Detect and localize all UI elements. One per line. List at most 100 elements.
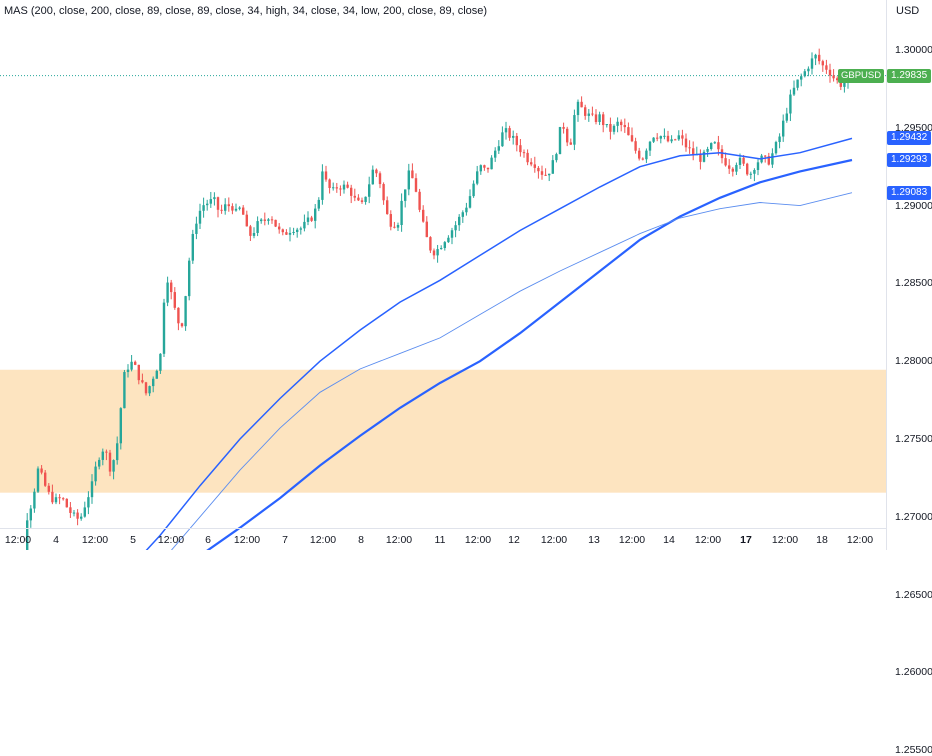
- candle-body: [702, 151, 706, 162]
- price-axis-border: [886, 0, 887, 550]
- candle-body: [335, 187, 338, 189]
- candle-body: [742, 157, 745, 164]
- candle-body: [501, 132, 504, 147]
- candle-body: [519, 145, 522, 153]
- candle-body: [357, 197, 360, 201]
- candle-body: [137, 364, 140, 381]
- time-tick-label: 4: [53, 534, 59, 546]
- last-price-tag: 1.29835: [887, 68, 931, 83]
- time-tick-label: 13: [588, 534, 600, 546]
- candle-body: [688, 147, 691, 149]
- candle-body: [728, 165, 731, 169]
- price-tick-label: 1.29500: [895, 121, 932, 134]
- ma-value-tag: 1.29432: [887, 131, 931, 146]
- candle-body: [792, 87, 796, 95]
- candle-body: [29, 508, 32, 521]
- candle-body: [731, 168, 734, 172]
- candle-body: [785, 113, 788, 121]
- price-tick-label: 1.27500: [895, 433, 932, 445]
- candle-body: [306, 217, 310, 222]
- candle-body: [587, 113, 590, 116]
- candle-body: [602, 114, 605, 126]
- candle-body: [123, 372, 126, 409]
- candle-body: [584, 107, 587, 116]
- candle-body: [472, 183, 475, 197]
- candle-body: [782, 120, 785, 137]
- candle-body: [220, 209, 223, 211]
- candle-body: [648, 141, 652, 151]
- candle-body: [738, 157, 742, 165]
- price-chart[interactable]: [0, 0, 932, 693]
- candle-body: [537, 167, 540, 172]
- candle-body: [184, 296, 187, 327]
- candle-body: [681, 135, 684, 139]
- time-tick-label: 12:00: [157, 534, 185, 546]
- time-tick-label: 5: [130, 534, 136, 546]
- candle-body: [231, 206, 234, 211]
- candle-body: [778, 136, 781, 143]
- candle-body: [288, 232, 292, 235]
- candle-body: [281, 229, 284, 233]
- candle-body: [144, 382, 148, 394]
- price-tick-label: 1.27000: [895, 510, 932, 523]
- indicator-legend[interactable]: MAS (200, close, 200, close, 89, close, …: [4, 5, 488, 17]
- candle-body: [551, 160, 554, 174]
- candle-body: [612, 125, 616, 132]
- candle-body: [544, 174, 547, 176]
- candle-body: [267, 219, 270, 221]
- candle-body: [400, 200, 403, 226]
- candle-body: [407, 170, 410, 190]
- candle-body: [450, 230, 454, 238]
- candle-body: [594, 114, 598, 123]
- candle-body: [191, 233, 194, 261]
- candle-body: [314, 208, 317, 221]
- candle-body: [465, 207, 468, 213]
- candle-body: [382, 184, 385, 201]
- candle-body: [234, 208, 238, 211]
- time-tick-label: 12:00: [540, 534, 568, 546]
- candle-body: [789, 94, 792, 114]
- ma-value-tag: 1.29293: [887, 153, 931, 167]
- candle-body: [393, 226, 396, 228]
- candle-body: [425, 221, 428, 238]
- candle-body: [440, 248, 443, 250]
- candle-body: [558, 127, 562, 155]
- candle-body: [443, 242, 446, 249]
- candle-body: [468, 196, 472, 208]
- candle-body: [753, 169, 756, 174]
- candle-body: [72, 512, 76, 514]
- candle-body: [800, 76, 803, 80]
- candle-body: [764, 155, 767, 157]
- time-tick-label: 12: [508, 534, 520, 546]
- candle-body: [724, 158, 727, 166]
- candle-body: [270, 219, 274, 221]
- candle-body: [202, 205, 205, 211]
- candle-body: [256, 221, 259, 233]
- chart-area[interactable]: [0, 0, 932, 693]
- candle-body: [328, 179, 331, 188]
- candle-body: [512, 135, 515, 138]
- candle-body: [411, 170, 414, 179]
- candle-body: [418, 191, 421, 210]
- candle-body: [321, 171, 324, 200]
- candle-body: [479, 165, 482, 172]
- candle-body: [807, 68, 810, 72]
- candle-body: [429, 237, 432, 251]
- candle-body: [476, 171, 479, 184]
- ma-value-tag: 1.29083: [887, 185, 931, 200]
- candle-body: [310, 217, 313, 221]
- time-tick-label: 12:00: [233, 534, 261, 546]
- candle-body: [771, 153, 774, 165]
- candle-body: [843, 82, 846, 87]
- candle-body: [803, 71, 806, 77]
- candle-body: [360, 200, 364, 202]
- candle-body: [555, 154, 558, 161]
- candle-body: [486, 167, 490, 170]
- price-tick-label: 1.28500: [895, 277, 932, 290]
- currency-label[interactable]: USD: [896, 5, 920, 17]
- candle-body: [126, 369, 130, 373]
- time-tick-label: 12:00: [385, 534, 413, 546]
- time-tick-label: 14: [663, 534, 675, 546]
- candle-body: [756, 162, 760, 170]
- candle-body: [170, 282, 173, 293]
